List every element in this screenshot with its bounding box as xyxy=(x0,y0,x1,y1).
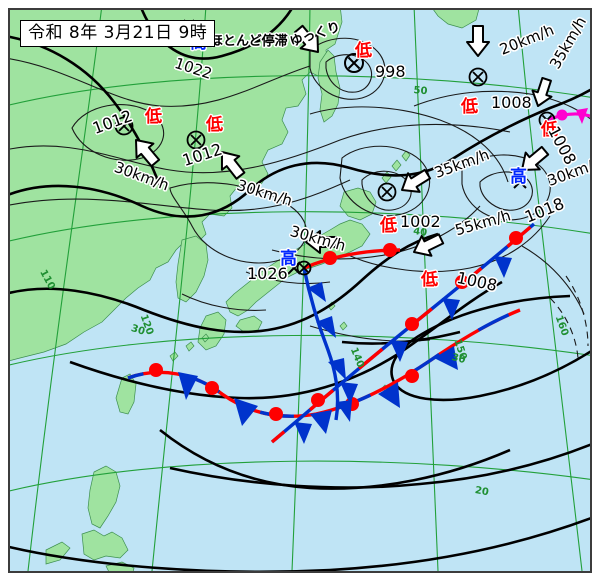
isobar-dashed-2 xyxy=(549,297,579,359)
occluded-front-pips xyxy=(556,108,588,124)
warm-front-ne-bumps xyxy=(311,231,523,407)
high-centre-1018 xyxy=(513,175,527,189)
low-centre-1002 xyxy=(377,182,397,202)
meridian-110 xyxy=(27,10,102,571)
parallel-30 xyxy=(10,334,590,366)
warm-front-bumps xyxy=(323,243,397,265)
low-centre-1012-mid xyxy=(186,130,206,150)
isobar-thin-17 xyxy=(181,293,267,311)
isobar-thin-18 xyxy=(521,245,585,315)
isobar-thin-13 xyxy=(461,154,551,221)
front-stationary-main xyxy=(127,308,521,434)
low-centre-1008-mid xyxy=(296,260,312,276)
isobar-thin-10 xyxy=(309,106,509,183)
motion-arrow-1008-east-ne xyxy=(531,76,553,107)
land-palawan xyxy=(45,541,71,565)
isobar-thin-5 xyxy=(169,182,307,264)
chart-title-plate: 令和 8年 3月21日 9時 xyxy=(20,20,216,47)
high-centre-1026 xyxy=(287,261,301,275)
front-cold-1008 xyxy=(302,267,352,422)
motion-arrow-1012-mid-se xyxy=(220,151,246,180)
motion-arrow-1002-ne xyxy=(401,168,432,193)
motion-arrow-1026-e xyxy=(305,230,337,254)
isobar-bold-ph xyxy=(159,428,511,490)
land-izu-2 xyxy=(339,321,348,331)
isobar-thin-3 xyxy=(10,123,511,174)
stationary-front-line-blue xyxy=(127,308,521,418)
cold-front-ne-barbs xyxy=(294,256,512,444)
cold-front-line xyxy=(302,267,340,421)
pressure-centre-layer xyxy=(114,19,556,276)
isobar-thin-1 xyxy=(10,58,311,107)
isobar-bold-far-s2 xyxy=(10,517,590,571)
low-centre-1008-east xyxy=(538,111,556,129)
motion-arrow-1018-ne xyxy=(521,145,550,171)
front-occluded-east xyxy=(547,108,590,124)
map-canvas xyxy=(10,10,590,571)
parallel-50 xyxy=(10,75,590,106)
isobar-bold-jp xyxy=(10,232,439,334)
low-centre-1008-north xyxy=(468,67,488,87)
isobar-bold-south xyxy=(69,280,503,400)
isobar-thin-6 xyxy=(309,37,386,100)
stationary-cold-barbs xyxy=(178,346,458,434)
isobar-thin-8 xyxy=(339,145,431,217)
parallel-20 xyxy=(10,460,590,492)
land-asia-continent xyxy=(10,10,343,362)
isobar-thin-14 xyxy=(479,171,533,211)
motion-arrow-1012-west-se xyxy=(135,139,161,168)
motion-arrow-1008-mid-ne xyxy=(413,233,445,257)
motion-arrow-998-nw xyxy=(293,24,319,53)
land-kamchatka xyxy=(433,10,480,29)
isobar-dashed-1 xyxy=(565,275,589,347)
meridian-120 xyxy=(151,10,207,571)
isobar-thin-4 xyxy=(10,179,351,212)
cold-front-barbs xyxy=(307,282,352,422)
front-cold-northeast xyxy=(270,222,536,444)
parallel-40 xyxy=(10,211,590,242)
occluded-front-line xyxy=(547,112,590,122)
land-ryukyu-2 xyxy=(185,341,195,352)
low-centre-1012-west xyxy=(114,116,134,136)
land-kurils-2 xyxy=(391,159,402,172)
land-visayas xyxy=(81,529,129,561)
graticule-layer xyxy=(10,10,590,571)
motion-arrow-layer xyxy=(135,24,553,257)
warm-front-ne-line xyxy=(270,222,536,444)
isobar-thin-2 xyxy=(71,104,165,161)
land-luzon xyxy=(87,465,121,529)
low-centre-998 xyxy=(344,53,364,73)
motion-arrow-1008-north-n xyxy=(466,25,490,57)
land-kurils-3 xyxy=(401,150,411,162)
front-warm-1008 xyxy=(303,243,401,270)
meridian-150 xyxy=(517,10,583,571)
isobar-bold-far-s xyxy=(169,443,590,489)
isobar-thin-9 xyxy=(361,170,412,211)
isobar-layer-dashed xyxy=(549,275,589,359)
meridian-130 xyxy=(291,10,311,571)
isobar-bold-main xyxy=(10,88,590,218)
